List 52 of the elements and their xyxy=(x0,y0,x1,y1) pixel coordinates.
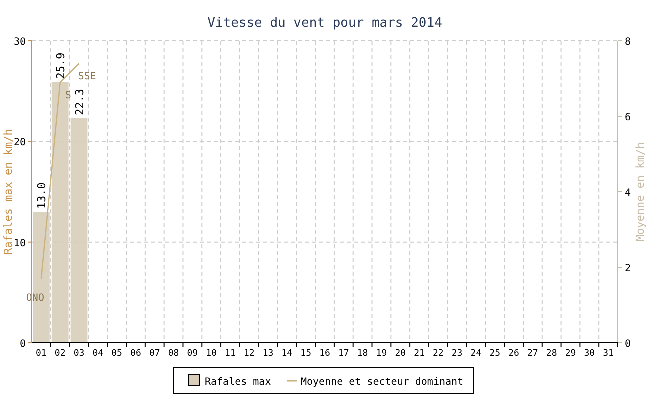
data-label: 25.9 xyxy=(54,52,68,80)
bar xyxy=(70,118,88,343)
x-tick-label: 12 xyxy=(244,349,255,359)
x-tick-label: 19 xyxy=(376,349,388,359)
y2-axis-title: Moyenne en km/h xyxy=(634,142,647,242)
x-tick-label: 03 xyxy=(74,349,85,359)
y-tick-label: 30 xyxy=(14,37,26,48)
x-tick-label: 17 xyxy=(338,349,350,359)
x-tick-label: 05 xyxy=(112,349,122,359)
x-tick-label: 23 xyxy=(452,349,463,359)
y2-tick-label: 8 xyxy=(625,37,632,48)
x-tick-label: 31 xyxy=(603,349,614,359)
x-tick-label: 25 xyxy=(490,349,501,359)
y2-tick-label: 6 xyxy=(625,112,632,124)
data-label: 13.0 xyxy=(35,182,48,210)
y2-tick-label: 0 xyxy=(625,339,632,350)
x-tick-label: 18 xyxy=(357,349,368,359)
annotation: SSE xyxy=(78,72,96,83)
x-tick-label: 13 xyxy=(262,349,274,359)
x-tick-label: 22 xyxy=(432,349,444,359)
y-tick-label: 20 xyxy=(14,138,26,149)
x-tick-label: 07 xyxy=(149,349,160,359)
annotation: S xyxy=(65,90,72,102)
chart-title: Vitesse du vent pour mars 2014 xyxy=(208,16,443,31)
x-tick-label: 20 xyxy=(395,349,406,359)
x-tick-label: 11 xyxy=(225,349,236,359)
data-label: 22.3 xyxy=(73,89,86,116)
legend-label: Moyenne et secteur dominant xyxy=(301,377,464,388)
x-tick-label: 09 xyxy=(187,349,198,359)
x-tick-label: 29 xyxy=(565,349,576,359)
x-tick-label: 06 xyxy=(130,349,142,359)
y2-tick-label: 2 xyxy=(625,264,632,274)
x-tick-label: 26 xyxy=(508,349,520,359)
x-tick-label: 10 xyxy=(206,349,218,359)
y-axis-title: Rafales max en km/h xyxy=(2,129,15,255)
x-tick-label: 04 xyxy=(92,349,104,359)
x-tick-label: 21 xyxy=(414,349,425,359)
x-tick-label: 24 xyxy=(470,349,482,359)
x-tick-label: 15 xyxy=(300,349,312,359)
x-tick-label: 14 xyxy=(282,349,293,359)
x-tick-label: 02 xyxy=(54,349,66,359)
x-tick-label: 27 xyxy=(528,349,538,359)
bar xyxy=(52,82,69,343)
y2-tick-label: 4 xyxy=(625,188,632,199)
x-tick-label: 28 xyxy=(546,349,558,359)
y-tick-label: 10 xyxy=(14,238,26,250)
x-tick-label: 16 xyxy=(320,349,330,359)
legend-label: Rafales max xyxy=(205,377,272,388)
x-tick-label: 30 xyxy=(584,349,596,359)
y-tick-label: 0 xyxy=(20,339,26,350)
x-tick-label: 08 xyxy=(168,349,180,359)
x-tick-label: 01 xyxy=(36,349,47,359)
